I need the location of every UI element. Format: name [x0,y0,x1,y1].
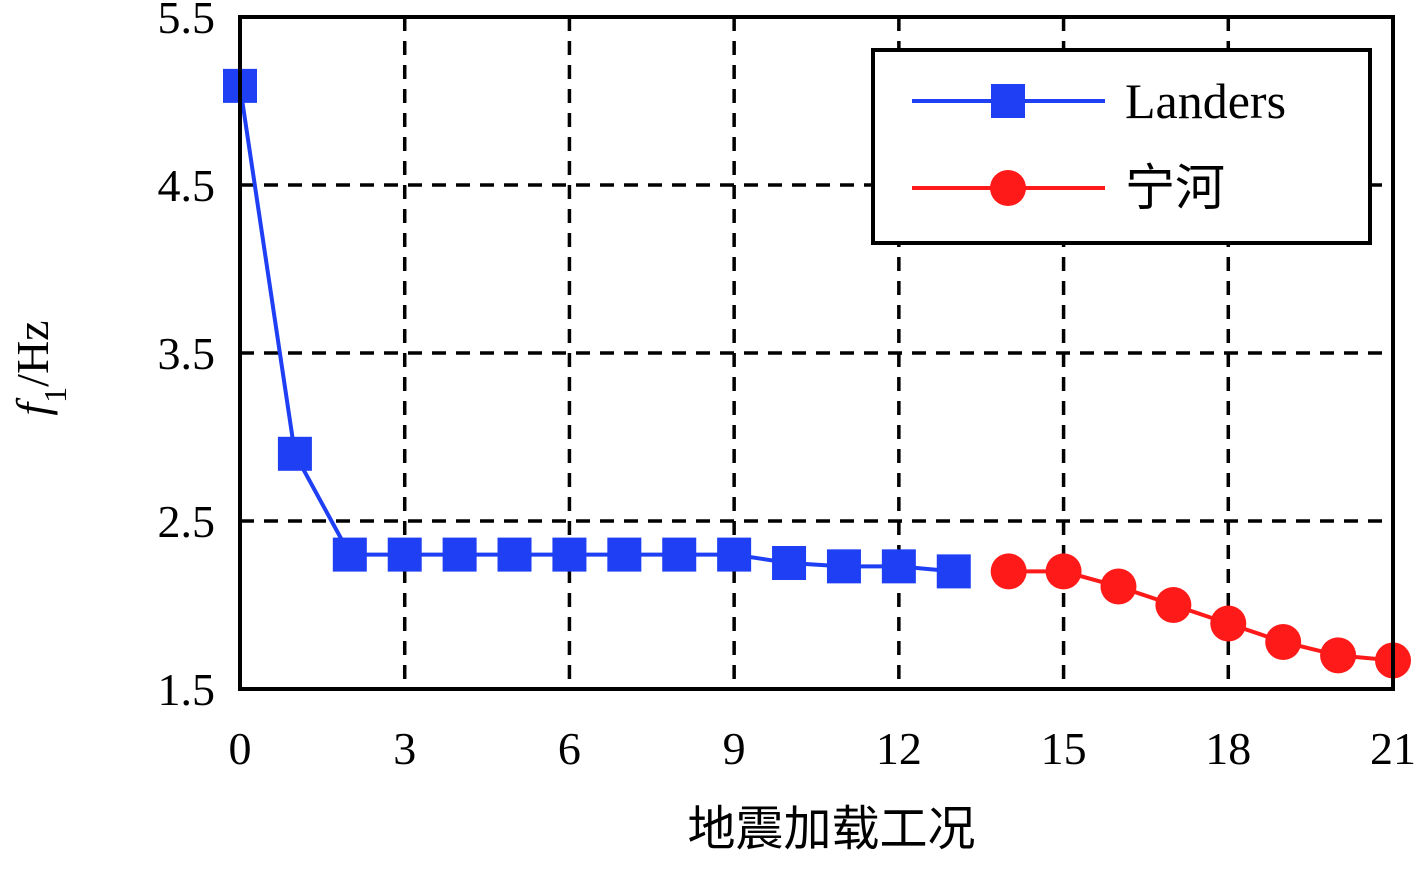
data-point [1265,623,1302,660]
data-point [772,546,807,580]
series-layer [223,68,1411,679]
legend-entry: Landers [912,73,1286,129]
x-tick-label: 21 [1370,723,1416,774]
y-axis-label-sub: 1 [37,387,73,403]
series-landers [223,68,971,589]
x-tick-label: 18 [1205,723,1251,774]
data-point [1210,605,1247,642]
data-point [442,537,477,572]
legend-box [871,48,1372,245]
svg-text:f1/Hz: f1/Hz [7,320,73,415]
data-point [332,537,367,572]
x-axis-label: 地震加载工况 [687,801,975,857]
y-axis-label: f1/Hz [7,320,73,415]
data-point [990,170,1026,206]
data-point [552,537,587,572]
data-point [497,537,532,572]
legend-label: Landers [1125,73,1286,129]
data-point [277,436,312,471]
data-point [826,549,861,584]
y-axis-label-unit: /Hz [7,320,58,386]
y-tick-label: 4.5 [158,160,216,211]
x-tick-label: 9 [723,723,746,774]
legend-label: 宁河 [1125,160,1225,216]
x-tick-label: 12 [876,723,922,774]
data-point [662,537,697,572]
data-point [991,84,1025,118]
data-point [1100,568,1137,605]
data-point [717,537,752,572]
legend-entry: 宁河 [912,160,1225,216]
plot-frame [238,15,1395,691]
x-tick-label: 3 [393,723,416,774]
data-point [1045,553,1082,590]
x-tick-label: 0 [229,723,252,774]
y-tick-label: 1.5 [158,664,216,715]
data-point [607,537,642,572]
data-point [936,554,971,589]
y-tick-label: 2.5 [158,496,216,547]
data-point [990,553,1027,590]
y-tick-labels: 1.5 2.5 3.5 4.5 5.5 [158,0,216,715]
series-line [238,85,954,574]
data-point [387,537,422,572]
data-point [1155,587,1192,623]
x-tick-label: 6 [558,723,581,774]
legend: Landers 宁河 [871,48,1372,245]
y-tick-label: 5.5 [158,0,216,43]
data-point [881,549,916,584]
series-ninghe [990,553,1411,679]
y-tick-label: 3.5 [158,328,216,379]
data-point [1320,637,1357,674]
x-tick-label: 15 [1041,723,1087,774]
x-tick-labels: 0 3 6 9 12 15 18 21 [229,723,1417,774]
